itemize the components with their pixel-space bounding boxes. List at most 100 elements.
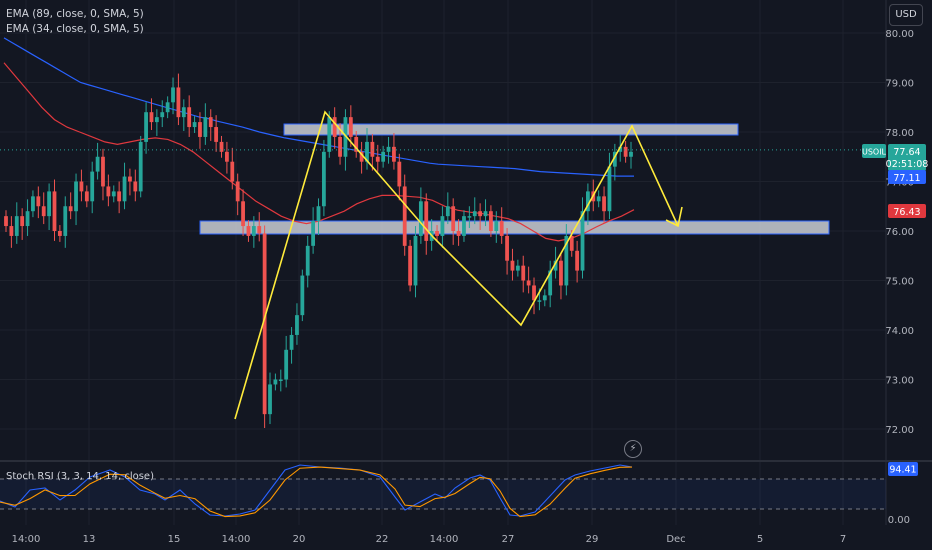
- y-tick-label: 80.00: [885, 29, 914, 40]
- candle-body: [548, 270, 553, 296]
- candle-body: [95, 156, 100, 172]
- candle-body: [478, 211, 483, 217]
- candle-body: [381, 151, 386, 162]
- candle-body: [74, 181, 78, 212]
- candle-body: [505, 235, 509, 261]
- y-tick-label: 76.00: [885, 227, 914, 238]
- candle-body: [338, 136, 342, 157]
- y-tick-label: 73.00: [885, 376, 914, 387]
- candle-body: [208, 117, 213, 128]
- y-tick-label: 74.00: [885, 326, 914, 337]
- candle-body: [68, 206, 73, 212]
- candle-body: [278, 379, 283, 381]
- x-tick-label: 20: [293, 534, 306, 545]
- x-tick-label: 14:00: [12, 534, 41, 545]
- candle-body: [532, 285, 536, 301]
- x-tick-label: Dec: [666, 534, 685, 545]
- legend-ema34: EMA (34, close, 0, SMA, 5): [6, 23, 144, 35]
- candle-body: [41, 206, 46, 217]
- x-tick-label: 27: [502, 534, 515, 545]
- candle-body: [499, 221, 504, 236]
- candle-body: [165, 102, 170, 113]
- candle-body: [321, 151, 326, 207]
- candle-body: [418, 201, 423, 236]
- y-tick-label: 79.00: [885, 79, 914, 90]
- y-tick-label: 75.00: [885, 277, 914, 288]
- candle-body: [375, 156, 380, 162]
- candle-body: [4, 216, 8, 227]
- currency-button[interactable]: USD: [889, 4, 923, 26]
- candle-body: [413, 235, 418, 286]
- candle-body: [171, 87, 175, 103]
- svg-text:02:51:08: 02:51:08: [886, 159, 929, 170]
- candle-body: [348, 117, 353, 137]
- candle-body: [219, 141, 224, 152]
- candle-body: [408, 245, 412, 286]
- candle-body: [198, 122, 202, 137]
- resistance-zone: [283, 123, 739, 136]
- candle-body: [128, 176, 132, 182]
- candle-body: [311, 221, 316, 246]
- candle-body: [559, 260, 563, 286]
- support-zone: [199, 220, 830, 235]
- candle-body: [537, 300, 542, 302]
- candle-body: [564, 235, 569, 286]
- candle-body: [251, 226, 256, 236]
- x-tick-label: 15: [168, 534, 181, 545]
- candle-body: [526, 280, 531, 286]
- candle-body: [273, 379, 278, 385]
- candle-body: [316, 206, 321, 222]
- candle-body: [284, 349, 289, 380]
- candle-body: [445, 206, 450, 217]
- x-tick-label: 13: [83, 534, 96, 545]
- candle-body: [230, 161, 235, 182]
- candle-body: [392, 146, 396, 162]
- candle-body: [585, 191, 590, 212]
- candle-body: [31, 196, 35, 212]
- candle-body: [354, 136, 359, 152]
- candle-body: [192, 122, 197, 128]
- svg-text:77.64: 77.64: [893, 147, 920, 158]
- candle-body: [623, 146, 628, 157]
- candle-body: [187, 107, 192, 128]
- candle-body: [154, 117, 159, 123]
- symbol-tag: USOIL: [862, 144, 887, 158]
- candle-body: [440, 216, 445, 236]
- candle-body: [176, 87, 181, 118]
- candle-body: [629, 151, 633, 157]
- candle-body: [36, 196, 41, 207]
- candle-body: [235, 181, 240, 202]
- ema89-value-tag: 77.11: [888, 170, 926, 184]
- svg-text:94.41: 94.41: [889, 465, 916, 476]
- y-tick-label: 78.00: [885, 128, 914, 139]
- svg-text:76.43: 76.43: [893, 207, 920, 218]
- y-tick-label: 72.00: [885, 425, 914, 436]
- candle-body: [90, 171, 95, 202]
- candle-body: [257, 226, 262, 234]
- candle-body: [472, 211, 477, 217]
- candle-body: [510, 260, 515, 271]
- candle-body: [214, 127, 219, 142]
- candle-body: [494, 221, 499, 231]
- candle-body: [580, 211, 585, 271]
- candle-body: [397, 161, 402, 187]
- candle-body: [343, 117, 348, 157]
- x-tick-label: 22: [376, 534, 389, 545]
- candle-body: [451, 206, 456, 231]
- candle-body: [241, 201, 245, 227]
- candle-body: [138, 141, 143, 192]
- legend-ema89: EMA (89, close, 0, SMA, 5): [6, 8, 144, 20]
- candle-body: [25, 211, 30, 227]
- candle-body: [289, 334, 294, 350]
- stoch-band: [0, 479, 886, 509]
- candle-body: [521, 265, 526, 281]
- candle-body: [300, 275, 305, 316]
- stoch-rsi-legend: Stoch RSI (3, 3, 14, 14, close): [6, 471, 154, 482]
- x-tick-label: 29: [586, 534, 599, 545]
- candle-body: [424, 201, 429, 241]
- stoch-value-tag: 94.41: [888, 462, 918, 476]
- candle-body: [602, 196, 606, 212]
- candle-body: [295, 315, 299, 335]
- bolt-icon[interactable]: ⚡: [624, 440, 642, 458]
